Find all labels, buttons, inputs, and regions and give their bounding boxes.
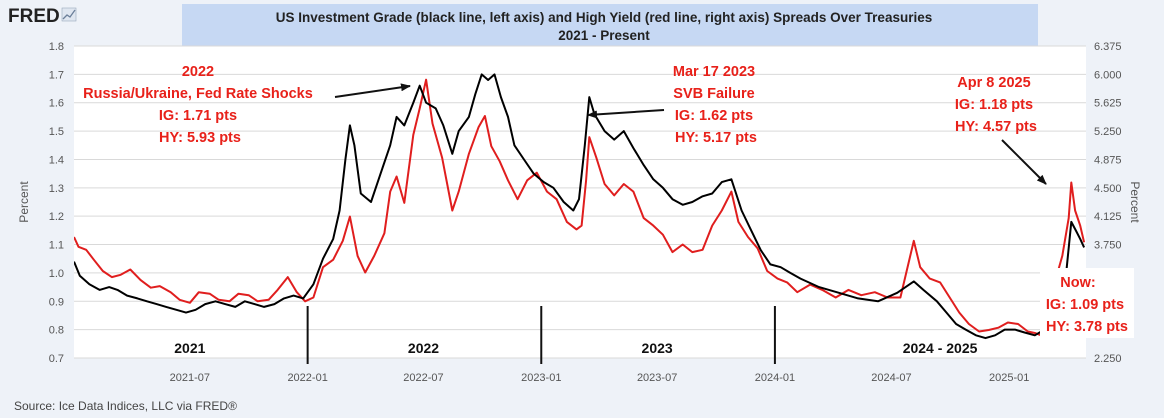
gridlines	[74, 45, 1086, 359]
plot-area	[74, 46, 1086, 358]
svg-text:Mar 17 2023 SVB Failure: Mar 17 2023 SVB Failure IG: 1.62 pts HY:…	[673, 64, 759, 146]
left-tick-label: 1.2	[49, 211, 64, 223]
annotation-now-box	[1040, 268, 1134, 338]
right-tick-label: 5.250	[1094, 126, 1122, 138]
x-tick-label: 2021-07	[170, 372, 210, 384]
svg-text:2022 Russia/Ukraine, Fed: 2022 Russia/Ukraine, Fed Rate Shocks IG:…	[83, 64, 317, 146]
x-tick-label: 2024-01	[755, 372, 795, 384]
x-tick-label: 2023-07	[637, 372, 677, 384]
hy-spread-line	[74, 78, 1086, 337]
chart-title: US Investment Grade (black line, left ax…	[276, 10, 932, 25]
chart-subtitle: 2021 - Present	[558, 28, 650, 43]
left-tick-label: 1.5	[49, 126, 64, 138]
x-axis-ticks: 2021-07 2022-01 2022-07 2023-01 2023-07 2024-…	[170, 372, 1030, 384]
annotation-svb: Mar 17 2023 SVB Failure IG: 1.62 pts HY:…	[587, 64, 759, 146]
annotation-2022: 2022 Russia/Ukraine, Fed Rate Shocks IG:…	[83, 64, 411, 146]
left-tick-label: 1.7	[49, 69, 64, 81]
left-tick-label: 0.7	[49, 353, 64, 365]
left-tick-label: 1.6	[49, 98, 64, 110]
x-tick-label: 2022-07	[403, 372, 443, 384]
right-tick-label: 5.625	[1094, 98, 1122, 110]
left-tick-label: 1.4	[49, 154, 64, 166]
left-tick-label: 1.1	[49, 240, 64, 252]
annotation-arrow	[587, 109, 665, 119]
fred-logo-graph-icon	[61, 7, 77, 22]
title-banner	[182, 4, 1038, 48]
ig-spread-line	[74, 73, 1086, 340]
annotation-arrow	[1001, 139, 1047, 185]
svg-text:Now: IG: 1.09 pts: Now: IG: 1.09 pts HY: 3.78 pts	[1046, 275, 1128, 335]
right-tick-label: 4.125	[1094, 211, 1122, 223]
period-labels: 2021 2022 2023 2024 - 2025	[174, 340, 977, 356]
left-axis-label: Percent	[17, 181, 31, 223]
period-label: 2021	[174, 340, 205, 356]
x-tick-label: 2024-07	[871, 372, 911, 384]
left-axis-ticks: 0.7 0.8 0.9 1.0 1.1 1.2 1.3 1.4 1.5 1.6 1.7 1.8	[49, 41, 64, 365]
annotation-apr-2025: Apr 8 2025 IG: 1.18 pts HY: 4.57 pts	[955, 75, 1047, 185]
source-note: Source: Ice Data Indices, LLC via FRED®	[14, 399, 237, 413]
year-dividers	[306, 306, 776, 364]
annotation-arrow	[334, 83, 411, 98]
x-tick-label: 2023-01	[521, 372, 561, 384]
left-tick-label: 1.8	[49, 41, 64, 53]
x-tick-label: 2025-01	[989, 372, 1029, 384]
left-tick-label: 1.0	[49, 268, 64, 280]
svg-text:Apr 8 2025 IG: 1.18 pts: Apr 8 2025 IG: 1.18 pts HY: 4.57 pts	[955, 75, 1037, 135]
left-tick-label: 0.9	[49, 296, 64, 308]
right-tick-label: 4.500	[1094, 183, 1122, 195]
period-label: 2024 - 2025	[903, 340, 978, 356]
left-tick-label: 1.3	[49, 183, 64, 195]
x-tick-label: 2022-01	[287, 372, 327, 384]
period-label: 2022	[408, 340, 439, 356]
right-tick-label: 3.750	[1094, 240, 1122, 252]
right-tick-label: 4.875	[1094, 154, 1122, 166]
fred-logo: FRED	[8, 6, 60, 27]
annotation-now: Now: IG: 1.09 pts HY: 3.78 pts	[1040, 268, 1134, 338]
right-tick-label: 6.000	[1094, 69, 1122, 81]
left-tick-label: 0.8	[49, 325, 64, 337]
right-axis-label: Percent	[1128, 181, 1142, 223]
right-tick-label: 2.250	[1094, 353, 1122, 365]
period-label: 2023	[642, 340, 673, 356]
right-tick-label: 6.375	[1094, 41, 1122, 53]
series-lines	[74, 73, 1086, 340]
